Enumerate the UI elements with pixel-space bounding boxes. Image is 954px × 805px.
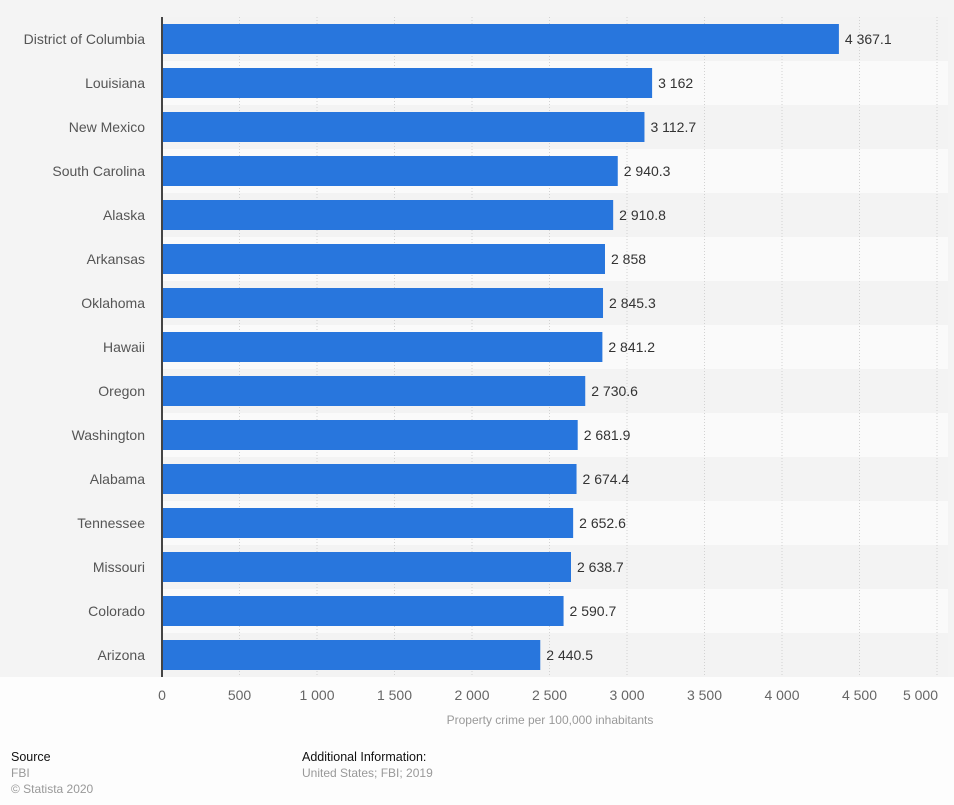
category-label: Louisiana [85, 75, 145, 91]
value-label: 2 440.5 [546, 647, 593, 663]
bar[interactable] [162, 200, 614, 230]
value-label: 2 674.4 [583, 471, 630, 487]
value-label: 2 858 [611, 251, 646, 267]
bar[interactable] [162, 288, 604, 318]
x-tick-label: 5 000 [903, 687, 938, 703]
bar[interactable] [162, 420, 578, 450]
additional-info-text: United States; FBI; 2019 [302, 766, 433, 780]
bar[interactable] [162, 24, 839, 54]
x-tick-label: 1 000 [299, 687, 334, 703]
x-tick-label: 3 500 [687, 687, 722, 703]
value-label: 2 681.9 [584, 427, 631, 443]
value-label: 2 845.3 [609, 295, 656, 311]
category-label: Tennessee [77, 515, 145, 531]
x-tick-label: 2 500 [532, 687, 567, 703]
bar[interactable] [162, 68, 653, 98]
bar[interactable] [162, 640, 541, 670]
category-label: Missouri [93, 559, 145, 575]
value-label: 4 367.1 [845, 31, 892, 47]
bars [162, 24, 839, 670]
x-tick-label: 3 000 [609, 687, 644, 703]
x-tick-labels: 0 500 1 000 1 500 2 000 2 500 3 000 3 500 4 000 4… [158, 687, 938, 703]
bar[interactable] [162, 552, 571, 582]
x-tick-label: 1 500 [377, 687, 412, 703]
value-label: 2 590.7 [570, 603, 617, 619]
value-label: 2 940.3 [624, 163, 671, 179]
x-axis-title: Property crime per 100,000 inhabitants [447, 713, 654, 727]
category-label: Oregon [98, 383, 145, 399]
bar[interactable] [162, 332, 603, 362]
bar[interactable] [162, 376, 586, 406]
x-tick-label: 4 500 [842, 687, 877, 703]
bar[interactable] [162, 156, 618, 186]
category-label: Alabama [90, 471, 145, 487]
footer-additional-info: Additional Information: United States; F… [302, 749, 433, 781]
value-labels: 4 367.1 3 162 3 112.7 2 940.3 2 910.8 2 858 2 … [546, 31, 892, 663]
category-label: Hawaii [103, 339, 145, 355]
x-tick-label: 0 [158, 687, 166, 703]
category-label: Oklahoma [81, 295, 145, 311]
bar[interactable] [162, 596, 564, 626]
category-label: Arizona [98, 647, 146, 663]
value-label: 3 112.7 [650, 119, 696, 135]
value-label: 2 652.6 [579, 515, 626, 531]
value-label: 2 841.2 [608, 339, 655, 355]
source-name[interactable]: FBI [11, 766, 30, 780]
category-label: Arkansas [87, 251, 145, 267]
value-label: 2 638.7 [577, 559, 624, 575]
value-label: 2 730.6 [591, 383, 638, 399]
category-label: Alaska [103, 207, 145, 223]
copyright: © Statista 2020 [11, 782, 94, 796]
value-label: 2 910.8 [619, 207, 666, 223]
bar[interactable] [162, 112, 645, 142]
category-label: South Carolina [52, 163, 145, 179]
source-heading: Source [11, 750, 51, 764]
bar-chart: District of Columbia Louisiana New Mexico S… [23, 17, 939, 727]
bar[interactable] [162, 244, 605, 274]
x-tick-label: 2 000 [454, 687, 489, 703]
value-label: 3 162 [658, 75, 693, 91]
x-tick-label: 4 000 [764, 687, 799, 703]
category-label: District of Columbia [24, 31, 146, 47]
category-label: Colorado [88, 603, 145, 619]
x-tick-label: 500 [228, 687, 252, 703]
category-label: New Mexico [69, 119, 145, 135]
bar[interactable] [162, 464, 577, 494]
bar[interactable] [162, 508, 574, 538]
additional-info-heading: Additional Information: [302, 750, 427, 764]
category-label: Washington [72, 427, 145, 443]
category-labels: District of Columbia Louisiana New Mexico S… [24, 31, 146, 663]
footer-source: Source FBI © Statista 2020 [11, 749, 93, 797]
